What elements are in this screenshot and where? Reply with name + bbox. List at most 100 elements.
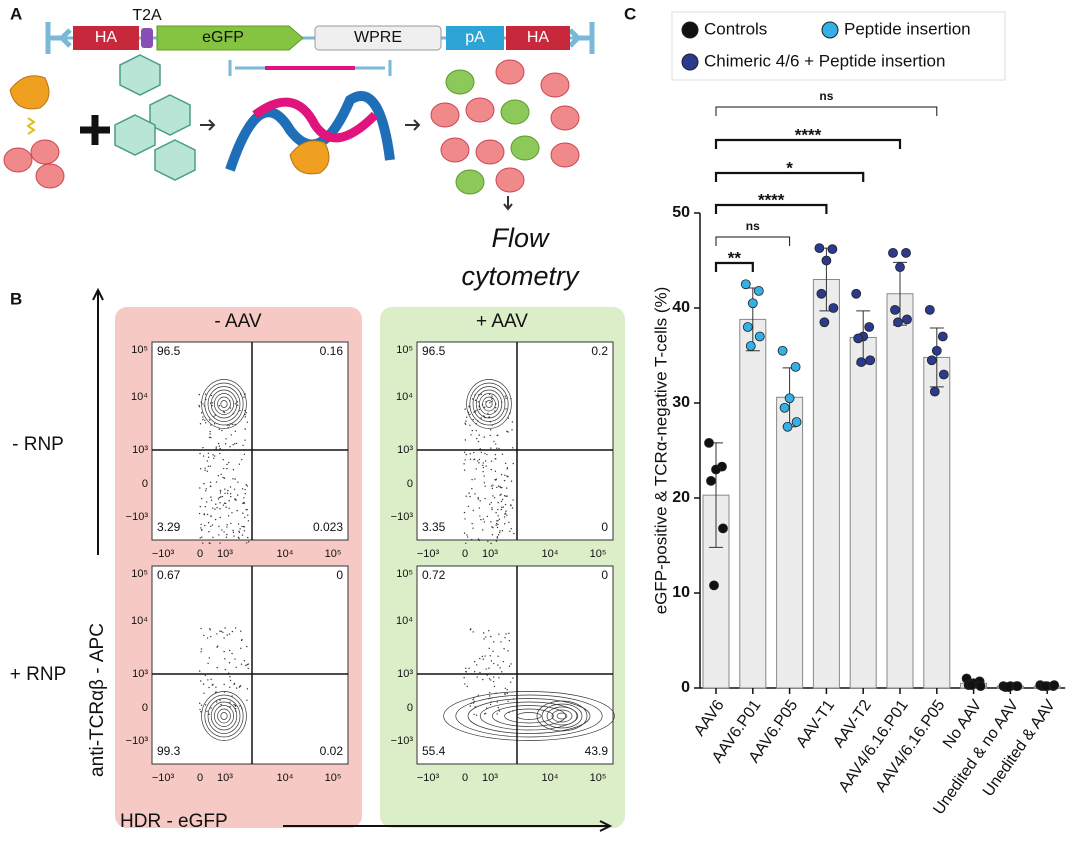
event-dot — [474, 399, 477, 402]
event-dot — [200, 651, 202, 653]
data-point — [975, 681, 986, 691]
event-dot — [483, 475, 485, 477]
event-dot — [218, 525, 220, 528]
event-dot — [228, 649, 231, 652]
event-dot — [199, 505, 202, 508]
legend-label: Controls — [704, 19, 767, 38]
event-dot — [491, 534, 494, 536]
event-dot — [216, 666, 218, 669]
data-point — [745, 341, 756, 351]
event-dot — [243, 530, 246, 532]
event-dot — [223, 477, 226, 479]
event-dot — [248, 541, 250, 543]
contour — [466, 379, 512, 429]
event-dot — [499, 530, 501, 532]
event-dot — [221, 529, 223, 531]
event-dot — [494, 443, 497, 445]
event-dot — [218, 428, 220, 430]
event-dot — [240, 647, 242, 650]
event-dot — [208, 419, 211, 421]
event-dot — [238, 537, 240, 540]
event-dot — [466, 685, 469, 688]
x-tick-label: 10³ — [217, 548, 233, 560]
data-point — [740, 279, 751, 290]
event-dot — [463, 451, 466, 454]
event-dot — [504, 462, 507, 465]
event-dot — [209, 485, 212, 488]
event-dot — [209, 481, 212, 484]
y-tick-label: 10³ — [397, 444, 413, 456]
event-dot — [490, 460, 493, 462]
event-dot — [472, 509, 474, 512]
x-tick-label: 10⁴ — [277, 772, 294, 784]
event-dot — [243, 396, 245, 398]
event-dot — [504, 474, 506, 476]
event-dot — [491, 526, 493, 528]
event-dot — [506, 430, 508, 433]
event-dot — [483, 406, 486, 409]
event-dot — [211, 524, 214, 526]
event-dot — [229, 679, 232, 682]
event-dot — [247, 514, 249, 516]
error-bar — [929, 327, 944, 388]
event-dot — [246, 542, 248, 544]
event-dot — [494, 453, 497, 456]
event-dot — [494, 470, 497, 473]
y-tick-label: 10³ — [132, 668, 148, 680]
event-dot — [206, 501, 208, 503]
event-dot — [235, 687, 238, 689]
event-dot — [508, 640, 511, 642]
event-dot — [199, 423, 202, 425]
event-dot — [472, 418, 474, 421]
event-dot — [463, 463, 465, 465]
event-dot — [212, 507, 214, 509]
data-point — [888, 247, 898, 258]
event-dot — [483, 713, 486, 715]
event-dot — [204, 393, 207, 395]
event-dot — [496, 537, 499, 539]
event-dot — [202, 542, 204, 544]
event-dot — [229, 407, 232, 409]
event-dot — [207, 456, 210, 458]
significance-bracket — [714, 171, 865, 182]
event-dot — [218, 445, 221, 447]
y-tick-label: 10⁴ — [396, 615, 413, 627]
event-dot — [495, 407, 497, 409]
event-dot — [203, 634, 205, 637]
panel-label: B — [10, 289, 22, 308]
x-tick-label: −10³ — [152, 548, 175, 560]
event-dot — [490, 679, 492, 681]
event-dot — [501, 671, 503, 673]
event-dot — [209, 433, 211, 435]
event-dot — [504, 513, 506, 515]
event-dot — [477, 538, 480, 540]
event-dot — [512, 677, 514, 679]
event-dot — [241, 525, 243, 528]
contour — [210, 389, 238, 419]
plot-frame — [151, 341, 349, 541]
contour — [551, 709, 573, 723]
event-dot — [207, 662, 209, 665]
data-point — [753, 285, 764, 296]
event-dot — [479, 657, 481, 660]
column-label: - AAV — [214, 311, 261, 332]
event-dot — [471, 522, 473, 525]
x-tick-label: −10³ — [152, 772, 175, 784]
event-dot — [200, 527, 202, 529]
construct — [45, 22, 595, 54]
significance-bracket — [715, 106, 938, 116]
event-dot — [223, 683, 225, 686]
event-dot — [494, 410, 496, 412]
event-dot — [242, 502, 244, 505]
event-dot — [482, 632, 485, 634]
construct-label: T2A — [132, 7, 162, 24]
legend-swatch — [681, 21, 699, 39]
event-dot — [506, 475, 508, 477]
event-dot — [244, 439, 246, 441]
event-dot — [210, 424, 212, 426]
data-point — [937, 331, 948, 342]
event-dot — [199, 708, 201, 711]
event-dot — [507, 650, 509, 652]
event-dot — [496, 520, 498, 522]
event-dot — [203, 482, 205, 485]
